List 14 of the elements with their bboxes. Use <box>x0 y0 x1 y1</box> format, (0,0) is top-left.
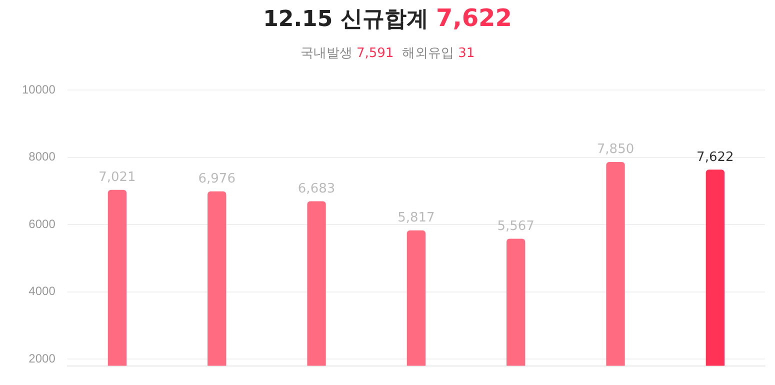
y-tick-label: 4000 <box>28 284 56 298</box>
chart-title: 12.15 신규합계 7,622 <box>263 4 512 32</box>
chart-subtitle: 국내발생 7,591 해외유입 31 <box>300 46 475 61</box>
data-label: 7,622 <box>696 150 734 165</box>
data-label: 6,976 <box>198 172 236 187</box>
data-label: 6,683 <box>298 181 336 196</box>
y-tick-label: 10000 <box>22 82 56 96</box>
data-label: 7,021 <box>98 170 136 186</box>
y-tick-label: 6000 <box>28 216 56 231</box>
data-label: 5,817 <box>398 210 435 226</box>
y-tick-label: 2000 <box>28 351 56 366</box>
data-label: 7,850 <box>596 142 634 158</box>
data-label: 5,567 <box>497 218 534 234</box>
y-tick-label: 8000 <box>28 150 56 164</box>
